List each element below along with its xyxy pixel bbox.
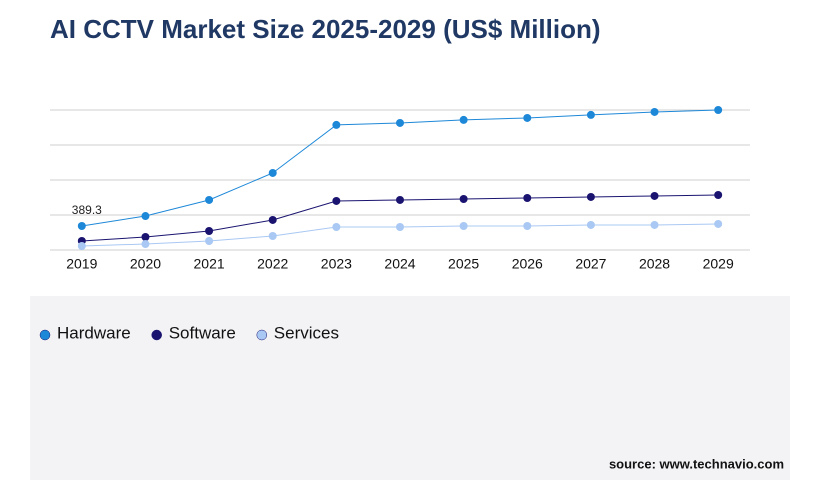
x-tick-label: 2021	[194, 256, 225, 272]
data-point	[141, 212, 150, 221]
data-point	[714, 106, 723, 114]
data-point	[332, 120, 341, 129]
x-tick-label: 2029	[703, 256, 734, 272]
chart-title: AI CCTV Market Size 2025-2029 (US$ Milli…	[50, 14, 601, 44]
data-point	[205, 227, 214, 236]
data-point	[586, 192, 595, 201]
data-point	[77, 241, 86, 250]
data-point	[268, 215, 277, 224]
data-point	[523, 194, 532, 203]
series-line	[81, 109, 719, 227]
x-tick-label: 2020	[130, 256, 161, 272]
data-point	[650, 107, 659, 116]
data-point	[141, 232, 150, 241]
x-tick-label: 2028	[639, 256, 670, 272]
x-tick-label: 2022	[257, 256, 288, 272]
data-point	[586, 110, 595, 119]
data-point	[205, 236, 214, 245]
x-tick-label: 2019	[66, 256, 97, 272]
data-point	[77, 221, 86, 230]
data-point	[332, 196, 341, 205]
data-point	[396, 195, 404, 204]
data-point	[268, 232, 277, 240]
source: source: www.technavio.com	[609, 456, 784, 471]
data-point	[523, 113, 532, 122]
data-point	[396, 118, 404, 127]
data-point	[332, 222, 341, 231]
legend-marker	[151, 329, 162, 341]
data-point	[141, 240, 150, 249]
x-tick-label: 2024	[384, 256, 415, 272]
data-point	[396, 222, 404, 231]
legend-label: Hardware	[57, 323, 131, 342]
data-point	[268, 168, 277, 177]
data-point	[714, 219, 723, 228]
x-tick-label: 2025	[448, 256, 479, 272]
data-point	[714, 190, 723, 199]
data-point	[459, 222, 468, 231]
data-point	[523, 222, 532, 231]
x-tick-label: 2027	[575, 256, 606, 272]
legend-label: Services	[274, 323, 339, 342]
data-point	[650, 220, 659, 229]
x-tick-label: 2026	[512, 256, 543, 272]
legend-marker	[256, 329, 268, 341]
data-label: 389.3	[72, 203, 102, 217]
x-tick-label: 2023	[321, 256, 352, 272]
data-point	[586, 220, 595, 229]
data-point	[459, 194, 468, 203]
legend-label: Software	[169, 323, 236, 342]
data-point	[205, 195, 214, 204]
data-point	[650, 191, 659, 200]
legend-panel	[30, 296, 790, 480]
data-point	[459, 115, 468, 124]
legend-marker	[39, 329, 51, 341]
